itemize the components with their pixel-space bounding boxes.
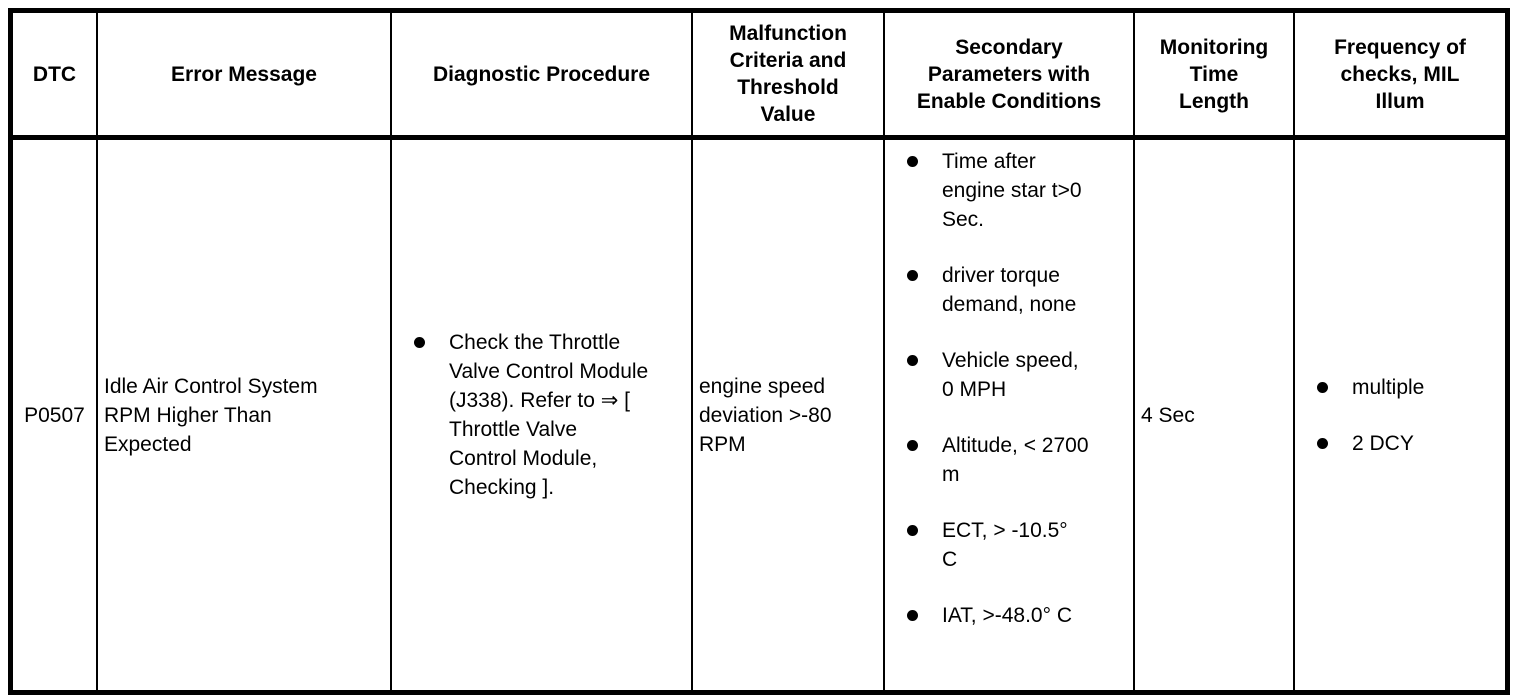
header-monitoring-time: Monitoring Time Length [1135, 13, 1295, 140]
bullet-icon [414, 337, 425, 348]
secondary-parameters-list: Time after engine star t>0 Sec. driver t… [885, 147, 1133, 630]
bullet-icon [907, 270, 918, 281]
list-item: driver torque demand, none [907, 261, 1131, 319]
header-dtc: DTC [13, 13, 98, 140]
bullet-icon [907, 355, 918, 366]
list-item: ECT, > -10.5° C [907, 516, 1131, 574]
list-item: Altitude, < 2700 m [907, 431, 1131, 489]
bullet-icon [907, 156, 918, 167]
cell-frequency: multiple 2 DCY [1295, 140, 1505, 690]
secondary-parameter-text: IAT, >-48.0° C [942, 604, 1072, 627]
bullet-icon [907, 610, 918, 621]
header-frequency: Frequency of checks, MIL Illum [1295, 13, 1505, 140]
header-secondary-parameters-label: Secondary Parameters with Enable Conditi… [916, 35, 1102, 113]
cell-error-message: Idle Air Control System RPM Higher Than … [98, 140, 392, 690]
dtc-diagnostic-table: DTC Error Message Diagnostic Procedure M… [8, 8, 1510, 695]
header-error-message-label: Error Message [171, 62, 317, 86]
header-diagnostic-procedure: Diagnostic Procedure [392, 13, 693, 140]
list-item: multiple [1317, 373, 1503, 402]
frequency-item-text: 2 DCY [1352, 431, 1414, 455]
bullet-icon [907, 525, 918, 536]
header-diagnostic-procedure-label: Diagnostic Procedure [432, 62, 651, 86]
header-error-message: Error Message [98, 13, 392, 140]
list-item: IAT, >-48.0° C [907, 601, 1131, 630]
secondary-parameter-text: Time after engine star t>0 Sec. [942, 150, 1082, 231]
frequency-list: multiple 2 DCY [1295, 373, 1505, 458]
header-monitoring-time-label: Monitoring Time Length [1159, 35, 1269, 113]
cell-malfunction-criteria: engine speed deviation >-80 RPM [693, 140, 885, 690]
malfunction-criteria-text: engine speed deviation >-80 RPM [699, 374, 832, 456]
secondary-parameter-text: ECT, > -10.5° C [942, 519, 1068, 571]
header-malfunction-criteria-label: Malfunction Criteria and Threshold Value [729, 22, 847, 126]
secondary-parameter-text: Vehicle speed, 0 MPH [942, 349, 1079, 401]
secondary-parameter-text: driver torque demand, none [942, 264, 1077, 316]
diagnostic-procedure-list: Check the Throttle Valve Control Module … [392, 328, 691, 502]
dtc-code: P0507 [24, 403, 85, 427]
secondary-parameter-text: Altitude, < 2700 m [942, 434, 1089, 486]
cell-diagnostic-procedure: Check the Throttle Valve Control Module … [392, 140, 693, 690]
header-malfunction-criteria: Malfunction Criteria and Threshold Value [693, 13, 885, 140]
frequency-item-text: multiple [1352, 375, 1425, 399]
bullet-icon [1317, 437, 1328, 449]
cell-dtc-code: P0507 [13, 140, 98, 690]
bullet-icon [1317, 381, 1328, 393]
diagnostic-step-text: Check the Throttle Valve Control Module … [449, 331, 649, 499]
header-dtc-label: DTC [32, 62, 77, 86]
cell-secondary-parameters: Time after engine star t>0 Sec. driver t… [885, 140, 1135, 690]
list-item: Vehicle speed, 0 MPH [907, 346, 1131, 404]
error-message-text: Idle Air Control System RPM Higher Than … [104, 374, 318, 456]
cell-monitoring-time: 4 Sec [1135, 140, 1295, 690]
list-item: Time after engine star t>0 Sec. [907, 147, 1131, 234]
header-frequency-label: Frequency of checks, MIL Illum [1334, 35, 1466, 113]
header-secondary-parameters: Secondary Parameters with Enable Conditi… [885, 13, 1135, 140]
list-item: 2 DCY [1317, 429, 1503, 458]
bullet-icon [907, 440, 918, 451]
monitoring-time-text: 4 Sec [1141, 403, 1195, 427]
list-item: Check the Throttle Valve Control Module … [414, 328, 689, 502]
